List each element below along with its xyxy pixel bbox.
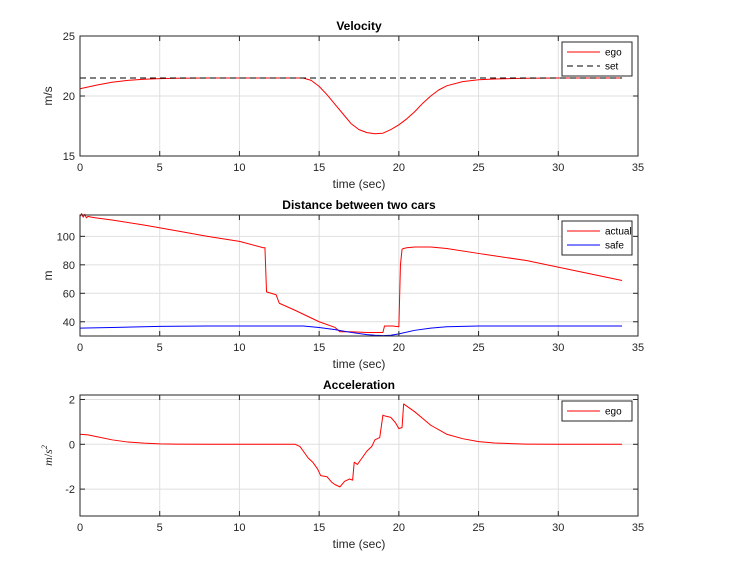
x-tick-label: 10 [233, 162, 245, 174]
y-tick-label: 20 [63, 91, 75, 103]
y-tick-label: 25 [63, 31, 75, 43]
legend-box [561, 41, 633, 77]
x-tick-label: 5 [157, 522, 163, 534]
series-line-actual [79, 213, 623, 333]
chart-panel-1: 0 5 10 15 20 25 30 35 15 20 25 Velocity time (sec) m/… [41, 19, 644, 191]
x-tick-label: 30 [552, 522, 564, 534]
chart-panel-2: 0 5 10 15 20 25 30 35 40 60 80 100 Distance between … [41, 198, 644, 371]
legend: actual safe [561, 220, 633, 256]
legend-box [561, 220, 633, 256]
chart-panel-3: 0 5 10 15 20 25 30 35 -2 0 2 Acceleration time (sec)… [40, 378, 644, 551]
y-axis-label: m/s [41, 86, 55, 105]
x-tick-label: 10 [233, 522, 245, 534]
y-tick-label: 40 [63, 317, 75, 329]
x-tick-label: 0 [77, 342, 83, 354]
y-tick-label: 80 [63, 260, 75, 272]
x-tick-label: 15 [313, 342, 325, 354]
chart-title: Acceleration [323, 378, 395, 392]
x-tick-label: 20 [393, 522, 405, 534]
y-tick-label: 0 [69, 439, 75, 451]
x-tick-label: 25 [472, 162, 484, 174]
axes-box [79, 394, 639, 517]
x-tick-label: 5 [157, 162, 163, 174]
x-tick-label: 0 [77, 522, 83, 534]
x-tick-label: 5 [157, 342, 163, 354]
plot-area [80, 395, 638, 516]
legend-label-actual: actual [605, 227, 632, 238]
x-tick-label: 15 [313, 162, 325, 174]
y-axis-label: m [41, 271, 55, 281]
legend: ego [561, 400, 633, 422]
legend-label-safe: safe [605, 241, 624, 252]
y-axis-label: m/s2 [40, 445, 55, 466]
chart-title: Distance between two cars [282, 198, 436, 212]
x-tick-label: 30 [552, 162, 564, 174]
x-tick-label: 20 [393, 342, 405, 354]
x-tick-label: 30 [552, 342, 564, 354]
chart-title: Velocity [336, 19, 382, 33]
x-tick-label: 35 [632, 162, 644, 174]
y-tick-label: 60 [63, 288, 75, 300]
legend-label-ego: ego [605, 48, 622, 59]
x-axis-label: time (sec) [333, 357, 386, 371]
series-line-ego [79, 403, 623, 488]
legend: ego set [561, 41, 633, 77]
x-tick-label: 25 [472, 342, 484, 354]
x-tick-label: 10 [233, 342, 245, 354]
plot-area [80, 215, 638, 336]
legend-label-set: set [605, 62, 619, 73]
x-axis-label: time (sec) [333, 537, 386, 551]
y-tick-label: 15 [63, 151, 75, 163]
y-tick-label: 2 [69, 394, 75, 406]
y-tick-label: 100 [57, 231, 75, 243]
x-tick-label: 25 [472, 522, 484, 534]
x-axis-label: time (sec) [333, 177, 386, 191]
x-tick-label: 15 [313, 522, 325, 534]
series-line-safe [79, 325, 623, 337]
x-tick-label: 35 [632, 342, 644, 354]
x-tick-label: 35 [632, 522, 644, 534]
x-tick-label: 0 [77, 162, 83, 174]
axes-box [79, 214, 639, 337]
legend-label-ego: ego [605, 407, 622, 418]
x-tick-label: 20 [393, 162, 405, 174]
y-tick-label: -2 [65, 484, 75, 496]
